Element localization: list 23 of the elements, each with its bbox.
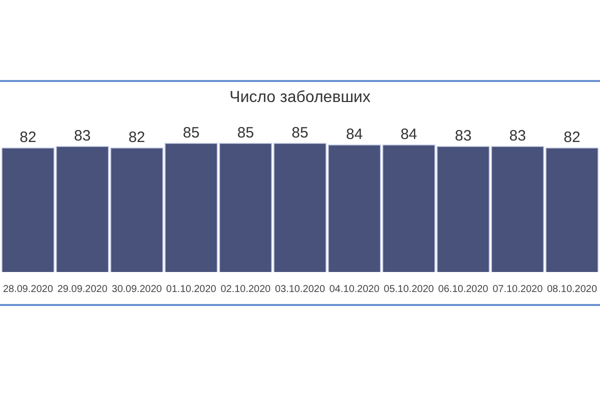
x-tick-label: 03.10.2020 [274, 284, 326, 295]
data-label: 84 [400, 126, 418, 143]
x-tick-label: 02.10.2020 [220, 284, 272, 295]
chart-title: Число заболевших [230, 89, 370, 106]
data-label: 83 [454, 127, 472, 144]
data-label: 82 [564, 129, 580, 146]
data-label: 82 [20, 129, 36, 146]
data-label: 85 [182, 124, 200, 142]
x-tick-label: 29.09.2020 [57, 284, 108, 295]
data-label: 83 [509, 127, 526, 144]
x-tick-label: 05.10.2020 [384, 284, 434, 295]
data-label: 83 [74, 127, 91, 144]
data-label: 84 [346, 126, 363, 143]
x-tick-label: 07.10.2020 [492, 284, 544, 295]
x-tick-label: 28.09.2020 [2, 284, 54, 295]
x-tick-label: 06.10.2020 [438, 284, 489, 295]
data-label: 85 [237, 124, 254, 142]
x-tick-label: 01.10.2020 [166, 284, 217, 295]
data-label: 85 [292, 124, 308, 142]
x-tick-label: 30.09.2020 [112, 284, 162, 295]
x-tick-label: 04.10.2020 [329, 284, 380, 295]
x-tick-label: 08.10.2020 [546, 284, 598, 295]
data-label: 82 [128, 129, 146, 146]
